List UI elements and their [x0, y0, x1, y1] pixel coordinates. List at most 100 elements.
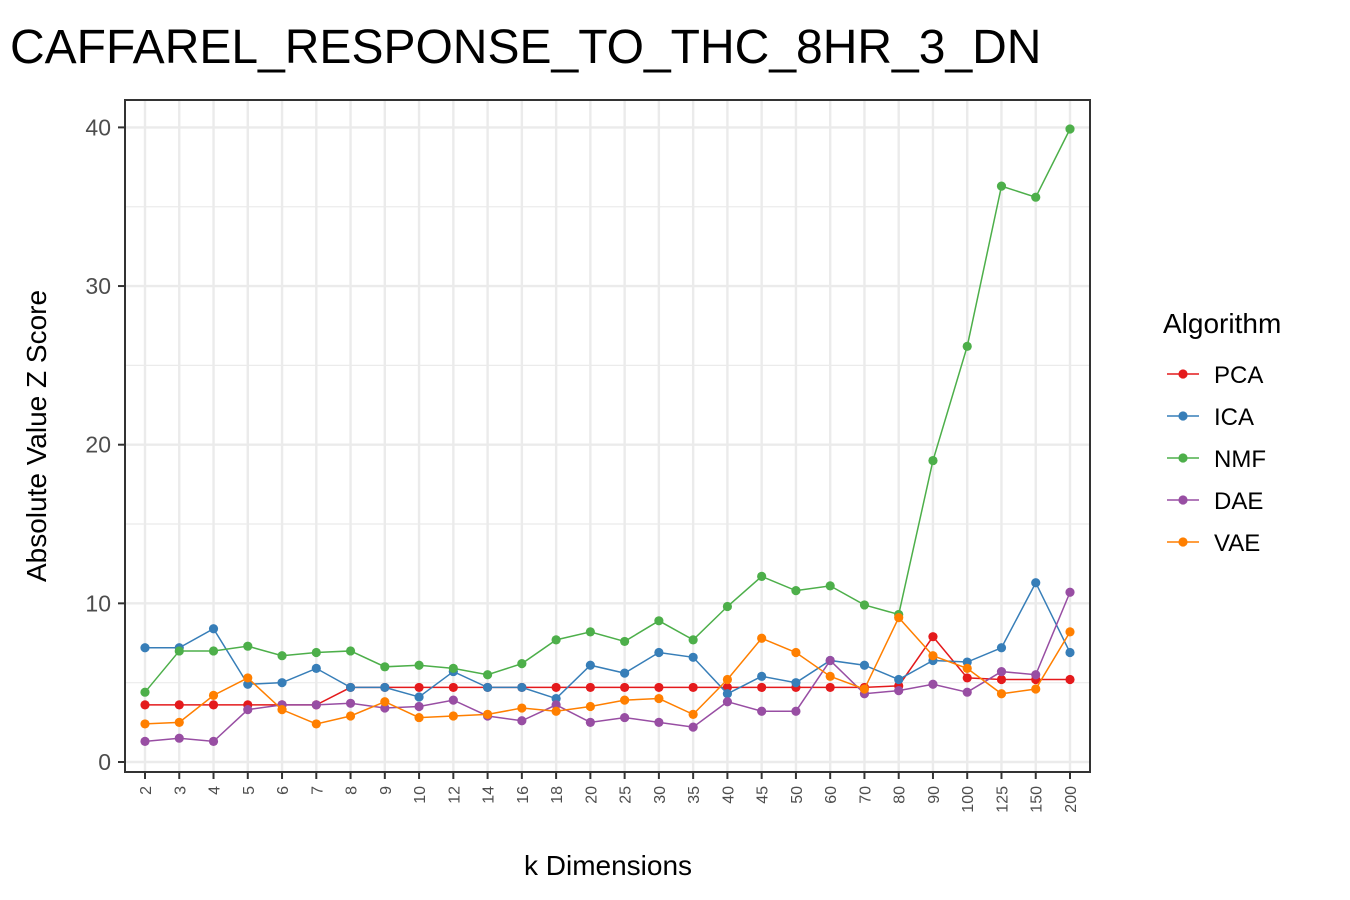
data-point-vae — [996, 689, 1007, 699]
data-point-pca — [757, 682, 767, 693]
legend-key-point — [1178, 537, 1188, 547]
data-point-nmf — [654, 616, 664, 626]
data-point-ica — [345, 682, 356, 693]
legend-label: ICA — [1214, 404, 1254, 431]
data-point-vae — [688, 709, 698, 720]
data-point-nmf — [380, 662, 390, 672]
data-point-vae — [894, 613, 904, 623]
data-point-dae — [620, 712, 630, 723]
data-point-dae — [517, 716, 527, 726]
x-tick-label: 200 — [1063, 786, 1080, 813]
data-point-nmf — [688, 635, 698, 645]
legend-key-point — [1178, 411, 1188, 421]
data-point-ica — [243, 679, 253, 689]
data-point-dae — [174, 733, 184, 743]
data-point-dae — [654, 717, 664, 727]
data-point-dae — [551, 700, 561, 710]
data-point-dae — [1065, 587, 1075, 597]
data-point-ica — [1031, 578, 1041, 588]
data-point-dae — [894, 686, 904, 696]
legend-key-point — [1178, 495, 1188, 505]
x-tick-label: 14 — [481, 786, 498, 804]
data-point-nmf — [140, 687, 150, 697]
data-point-nmf — [825, 581, 835, 591]
panel-background — [125, 100, 1090, 772]
data-point-pca — [962, 673, 972, 683]
data-point-vae — [722, 674, 733, 685]
data-point-ica — [1065, 647, 1075, 658]
data-point-vae — [791, 647, 801, 658]
data-point-nmf — [517, 659, 527, 669]
data-point-vae — [825, 671, 835, 681]
data-point-nmf — [482, 670, 493, 680]
data-point-ica — [311, 663, 321, 673]
x-tick-label: 35 — [686, 786, 703, 804]
data-point-nmf — [722, 601, 733, 612]
x-tick-label: 125 — [994, 786, 1011, 813]
data-point-vae — [140, 719, 150, 729]
data-point-dae — [1031, 670, 1041, 680]
x-tick-label: 40 — [720, 786, 737, 804]
data-point-pca — [654, 682, 664, 693]
data-point-vae — [208, 690, 219, 700]
data-point-nmf — [345, 646, 356, 656]
x-tick-label: 9 — [378, 786, 395, 795]
data-point-ica — [757, 671, 767, 681]
data-point-vae — [380, 697, 390, 707]
data-point-nmf — [1065, 124, 1075, 134]
x-tick-label: 100 — [960, 786, 977, 813]
data-point-dae — [345, 698, 356, 708]
x-tick-label: 8 — [344, 786, 361, 795]
data-point-ica — [620, 668, 630, 678]
y-axis-label: Absolute Value Z Score — [21, 290, 52, 582]
data-point-dae — [688, 722, 698, 732]
x-tick-label: 150 — [1029, 786, 1046, 813]
data-point-vae — [1065, 627, 1075, 637]
data-point-nmf — [996, 181, 1007, 191]
data-point-vae — [859, 684, 870, 694]
data-point-dae — [585, 717, 595, 727]
data-point-vae — [243, 673, 253, 683]
data-point-dae — [928, 679, 938, 689]
data-point-ica — [585, 660, 595, 670]
data-point-vae — [448, 711, 458, 721]
data-point-pca — [585, 682, 595, 693]
series-line-vae — [144, 616, 1071, 725]
data-point-vae — [654, 693, 664, 704]
x-tick-label: 50 — [789, 786, 806, 804]
data-point-nmf — [551, 635, 561, 645]
data-point-dae — [243, 705, 253, 715]
legend-label: PCA — [1214, 362, 1263, 389]
data-point-pca — [551, 682, 561, 693]
data-point-vae — [311, 719, 321, 729]
x-tick-label: 6 — [275, 786, 292, 795]
data-point-pca — [174, 700, 184, 710]
x-tick-label: 16 — [515, 786, 532, 804]
x-tick-label: 12 — [446, 786, 463, 804]
x-tick-label: 60 — [823, 786, 840, 804]
data-point-vae — [585, 701, 595, 712]
legend-title: Algorithm — [1163, 308, 1281, 339]
data-point-dae — [996, 666, 1007, 677]
x-tick-label: 80 — [892, 786, 909, 804]
data-point-vae — [757, 633, 767, 643]
panel-border — [124, 99, 1091, 773]
data-point-ica — [208, 624, 219, 634]
data-point-dae — [311, 700, 321, 710]
data-point-ica — [722, 689, 733, 699]
data-point-nmf — [277, 651, 287, 661]
data-point-ica — [551, 693, 561, 704]
data-point-ica — [859, 660, 870, 670]
x-tick-label: 3 — [172, 786, 189, 795]
plot-panel — [124, 99, 1091, 773]
x-tick-label: 18 — [549, 786, 566, 804]
data-point-pca — [722, 682, 733, 693]
x-tick-label: 5 — [241, 786, 258, 795]
x-tick-label: 25 — [618, 786, 635, 804]
data-point-pca — [448, 682, 458, 693]
legend-label: DAE — [1214, 488, 1263, 515]
data-point-vae — [551, 706, 561, 716]
data-point-nmf — [174, 646, 184, 656]
data-point-ica — [414, 692, 424, 702]
data-point-nmf — [448, 663, 458, 673]
